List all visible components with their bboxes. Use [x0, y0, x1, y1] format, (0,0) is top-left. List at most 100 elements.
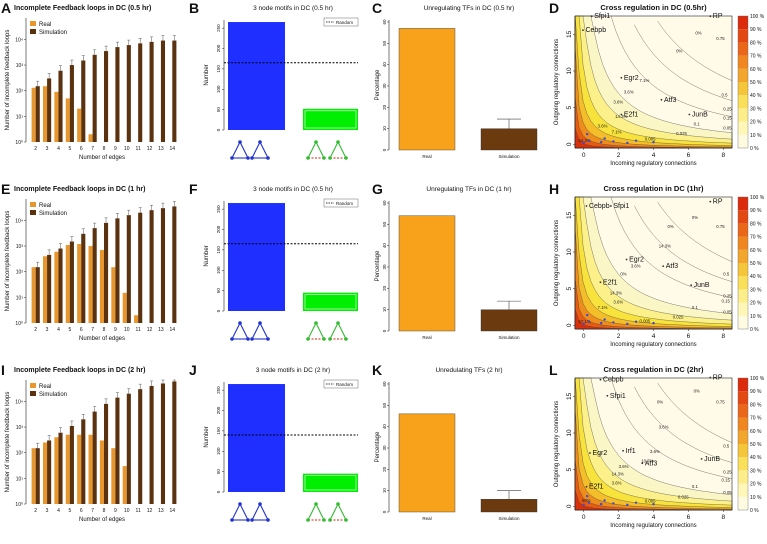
node [230, 156, 234, 160]
y-tick-label: 60 [382, 381, 387, 387]
contour-annotation: 0.025 [673, 315, 684, 320]
y-tick-label: 10³ [16, 244, 24, 250]
panel-letter-J: J [189, 362, 197, 378]
edge [251, 503, 261, 521]
contour-band-4 [574, 15, 733, 149]
legend-box [323, 379, 359, 389]
chart-panel-C: Unregulating TFs in DC (0.5 hr) 0 10 20 30 40… [375, 5, 538, 159]
colorbar-segment [738, 55, 748, 69]
gene-label: RP [713, 199, 723, 206]
gene-label: E2f1 [603, 279, 618, 286]
edge [329, 503, 339, 521]
colorbar-segment [738, 210, 748, 224]
contour-annotation: 0% [657, 400, 663, 405]
bar-real [54, 91, 59, 142]
y-tick-label: 50 [382, 402, 387, 408]
panel-letter-C: C [372, 0, 382, 16]
node [230, 337, 234, 341]
x-tick-label: 4 [57, 508, 60, 514]
edge [329, 141, 339, 159]
x-tick-label: 2 [617, 333, 621, 340]
contour-annotation: 3.6% [650, 449, 660, 454]
chart-title: Incomplete Feedback loops in DC (1 hr) [14, 186, 145, 193]
bar-feedback [303, 292, 358, 311]
edge [259, 503, 269, 521]
chart-title: Cross regulation in DC (0.5hr) [600, 3, 707, 12]
contour-annotation: 3.6% [624, 90, 634, 95]
contour-line-2 [657, 382, 733, 443]
edge [259, 322, 269, 340]
bar-simulation [160, 383, 166, 504]
y-tick-label: 0 [216, 309, 221, 312]
y-tick-label: 200 [216, 225, 221, 233]
data-point [612, 502, 615, 505]
colorbar-label: 90 % [750, 208, 762, 214]
legend-label: Random [336, 382, 353, 387]
bar-simulation [35, 86, 40, 142]
y-tick-label: 10⁰ [15, 502, 23, 508]
edge [239, 322, 249, 340]
y-tick-label: 100 [216, 266, 221, 274]
colorbar-segment [738, 496, 748, 510]
edge [251, 322, 261, 340]
x-tick-label: 4 [652, 514, 656, 521]
x-tick-label: 10 [124, 508, 130, 514]
contour-annotation: 0.75 [716, 224, 725, 229]
contour-annotation: 0.05 [723, 126, 732, 131]
x-tick-label: 0 [582, 514, 586, 521]
contour-annotation: 0.75 [716, 400, 725, 405]
colorbar-segment [738, 42, 748, 56]
data-point [626, 503, 629, 507]
contour-annotation: 7.1% [598, 305, 608, 310]
x-tick-label: 8 [103, 508, 106, 514]
x-tick-label: 3 [46, 146, 49, 152]
x-tick-label: 8 [103, 327, 106, 333]
legend-label: Simulation [39, 211, 67, 217]
node [344, 337, 348, 341]
y-axis-label: Number of incomplete feedback loops [5, 30, 11, 131]
gene-point [599, 281, 602, 284]
x-tick-label: 2 [617, 152, 621, 159]
colorbar-label: 80 % [750, 221, 762, 227]
gene-label: JunB [694, 282, 710, 289]
colorbar-segment [738, 470, 748, 484]
bar-simulation [69, 241, 74, 323]
y-tick-label: 0 [216, 128, 221, 131]
node [246, 337, 250, 341]
chart-panel-B: 3 node motifs in DC (0.5 hr) 0 50 100 150 200… [204, 5, 359, 160]
chart-panel-A: Incomplete Feedback loops in DC (0.5 hr)… [5, 5, 177, 161]
contour-annotation: 0.025 [678, 494, 689, 499]
chart-panel-F: 3 node motifs in DC (0.5 hr) 0 50 100 150 200… [204, 186, 359, 341]
x-tick-label: 9 [114, 327, 117, 333]
panel-letter-L: L [549, 362, 558, 378]
contour-annotation: 0.05 [723, 490, 732, 495]
contour-annotation: 0% [694, 389, 700, 394]
data-point [634, 139, 638, 142]
motif-feedforward-2 [250, 502, 270, 522]
contour-annotation: 0% [667, 224, 673, 229]
node [322, 156, 326, 160]
x-tick-label: 7 [91, 146, 94, 152]
node [344, 156, 348, 160]
data-point [603, 137, 606, 140]
edge [337, 503, 347, 521]
colorbar-label: 10 % [750, 133, 762, 139]
node [306, 337, 310, 341]
edge [337, 322, 347, 340]
panel-letter-H: H [549, 181, 559, 197]
y-tick-label: 40 [382, 424, 387, 430]
y-tick-label: 10³ [16, 63, 24, 69]
gene-point [589, 452, 591, 454]
bar-simulation [69, 425, 74, 504]
chart-panel-I: Incomplete Feedback loops in DC (2 hr) 10… [5, 367, 177, 523]
data-point [582, 322, 585, 326]
gene-point [620, 113, 623, 116]
x-tick-label: 3 [46, 327, 49, 333]
y-tick-label: 0 [566, 504, 573, 508]
y-tick-label: 0 [566, 323, 573, 327]
bar-simulation [126, 393, 131, 504]
colorbar-segment [738, 197, 748, 211]
contour-annotation: 3.6% [598, 123, 608, 128]
contour-line-2 [657, 20, 733, 81]
colorbar-segment [738, 68, 748, 82]
